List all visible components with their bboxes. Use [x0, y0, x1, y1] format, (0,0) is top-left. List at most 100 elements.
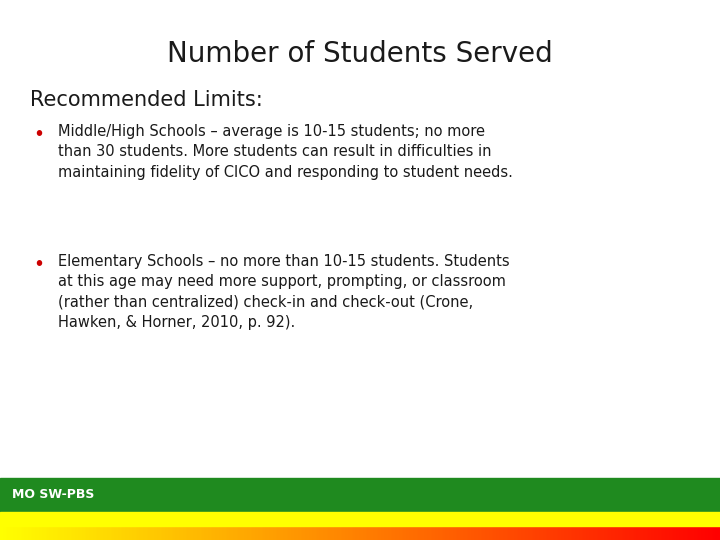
Bar: [360, 526, 364, 540]
Bar: [68, 526, 72, 540]
Bar: [112, 526, 115, 540]
Bar: [173, 526, 176, 540]
Bar: [713, 526, 716, 540]
Bar: [684, 526, 688, 540]
Bar: [86, 526, 90, 540]
Bar: [695, 526, 698, 540]
Bar: [83, 526, 86, 540]
Bar: [108, 526, 112, 540]
Bar: [403, 526, 407, 540]
Bar: [158, 526, 162, 540]
Bar: [0, 526, 4, 540]
Bar: [677, 526, 680, 540]
Bar: [227, 526, 230, 540]
Bar: [407, 526, 410, 540]
Bar: [180, 526, 184, 540]
Bar: [544, 526, 547, 540]
Bar: [490, 526, 493, 540]
Bar: [140, 526, 144, 540]
Bar: [367, 526, 371, 540]
Bar: [72, 526, 76, 540]
Bar: [238, 526, 241, 540]
Bar: [284, 526, 288, 540]
Bar: [263, 526, 266, 540]
Bar: [662, 526, 666, 540]
Bar: [223, 526, 227, 540]
Bar: [551, 526, 554, 540]
Text: •: •: [33, 125, 44, 144]
Bar: [220, 526, 223, 540]
Bar: [536, 526, 540, 540]
Bar: [130, 526, 133, 540]
Bar: [313, 526, 317, 540]
Bar: [454, 526, 457, 540]
Bar: [25, 526, 29, 540]
Bar: [522, 526, 526, 540]
Bar: [421, 526, 425, 540]
Bar: [43, 526, 47, 540]
Bar: [479, 526, 482, 540]
Bar: [151, 526, 155, 540]
Bar: [576, 526, 580, 540]
Bar: [497, 526, 500, 540]
Bar: [29, 526, 32, 540]
Bar: [346, 526, 349, 540]
Bar: [40, 526, 43, 540]
Bar: [205, 526, 209, 540]
Bar: [22, 526, 25, 540]
Bar: [266, 526, 270, 540]
Bar: [104, 526, 108, 540]
Bar: [324, 526, 328, 540]
Bar: [277, 526, 281, 540]
Bar: [209, 526, 212, 540]
Bar: [623, 526, 626, 540]
Bar: [371, 526, 374, 540]
Bar: [101, 526, 104, 540]
Bar: [374, 526, 378, 540]
Bar: [562, 526, 565, 540]
Bar: [162, 526, 166, 540]
Bar: [486, 526, 490, 540]
Bar: [616, 526, 619, 540]
Bar: [299, 526, 302, 540]
Bar: [115, 526, 119, 540]
Bar: [619, 526, 623, 540]
Bar: [472, 526, 475, 540]
Text: Number of Students Served: Number of Students Served: [167, 40, 553, 68]
Bar: [169, 526, 173, 540]
Bar: [443, 526, 446, 540]
Bar: [716, 526, 720, 540]
Bar: [122, 526, 126, 540]
Bar: [630, 526, 634, 540]
Bar: [482, 526, 486, 540]
Bar: [587, 526, 590, 540]
Bar: [580, 526, 583, 540]
Bar: [58, 526, 61, 540]
Bar: [428, 526, 432, 540]
Bar: [97, 526, 101, 540]
Bar: [248, 526, 252, 540]
Bar: [317, 526, 320, 540]
Bar: [353, 526, 356, 540]
Bar: [396, 526, 400, 540]
Bar: [594, 526, 598, 540]
Bar: [565, 526, 569, 540]
Bar: [392, 526, 396, 540]
Bar: [598, 526, 601, 540]
Bar: [11, 526, 14, 540]
Bar: [349, 526, 353, 540]
Bar: [439, 526, 443, 540]
Bar: [191, 526, 194, 540]
Bar: [468, 526, 472, 540]
Bar: [648, 526, 652, 540]
Bar: [202, 526, 205, 540]
Bar: [137, 526, 140, 540]
Text: Elementary Schools – no more than 10-15 students. Students
at this age may need : Elementary Schools – no more than 10-15 …: [58, 254, 510, 330]
Bar: [493, 526, 497, 540]
Bar: [432, 526, 436, 540]
Bar: [418, 526, 421, 540]
Bar: [389, 526, 392, 540]
Bar: [310, 526, 313, 540]
Bar: [126, 526, 130, 540]
Bar: [425, 526, 428, 540]
